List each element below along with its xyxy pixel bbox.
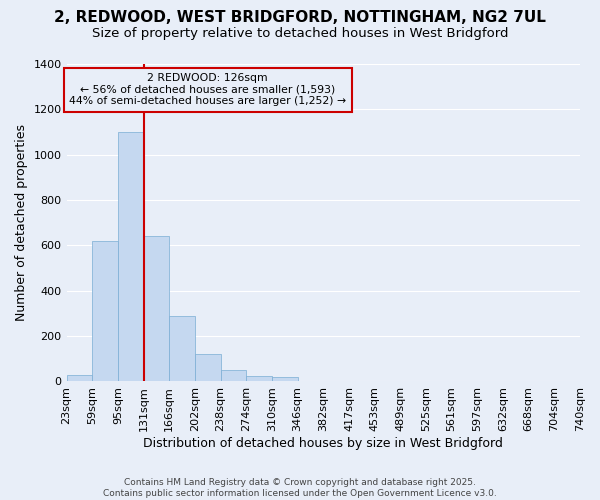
Bar: [143, 236, 169, 382]
Text: Size of property relative to detached houses in West Bridgford: Size of property relative to detached ho…: [92, 28, 508, 40]
Bar: [118, 132, 143, 382]
Text: Contains HM Land Registry data © Crown copyright and database right 2025.
Contai: Contains HM Land Registry data © Crown c…: [103, 478, 497, 498]
Text: 2, REDWOOD, WEST BRIDGFORD, NOTTINGHAM, NG2 7UL: 2, REDWOOD, WEST BRIDGFORD, NOTTINGHAM, …: [54, 10, 546, 25]
Y-axis label: Number of detached properties: Number of detached properties: [15, 124, 28, 321]
Bar: [92, 241, 118, 382]
Bar: [272, 377, 298, 382]
Text: 2 REDWOOD: 126sqm
← 56% of detached houses are smaller (1,593)
44% of semi-detac: 2 REDWOOD: 126sqm ← 56% of detached hous…: [69, 73, 346, 106]
Bar: [246, 376, 272, 382]
X-axis label: Distribution of detached houses by size in West Bridgford: Distribution of detached houses by size …: [143, 437, 503, 450]
Bar: [67, 374, 92, 382]
Bar: [195, 354, 221, 382]
Bar: [221, 370, 246, 382]
Bar: [169, 316, 195, 382]
